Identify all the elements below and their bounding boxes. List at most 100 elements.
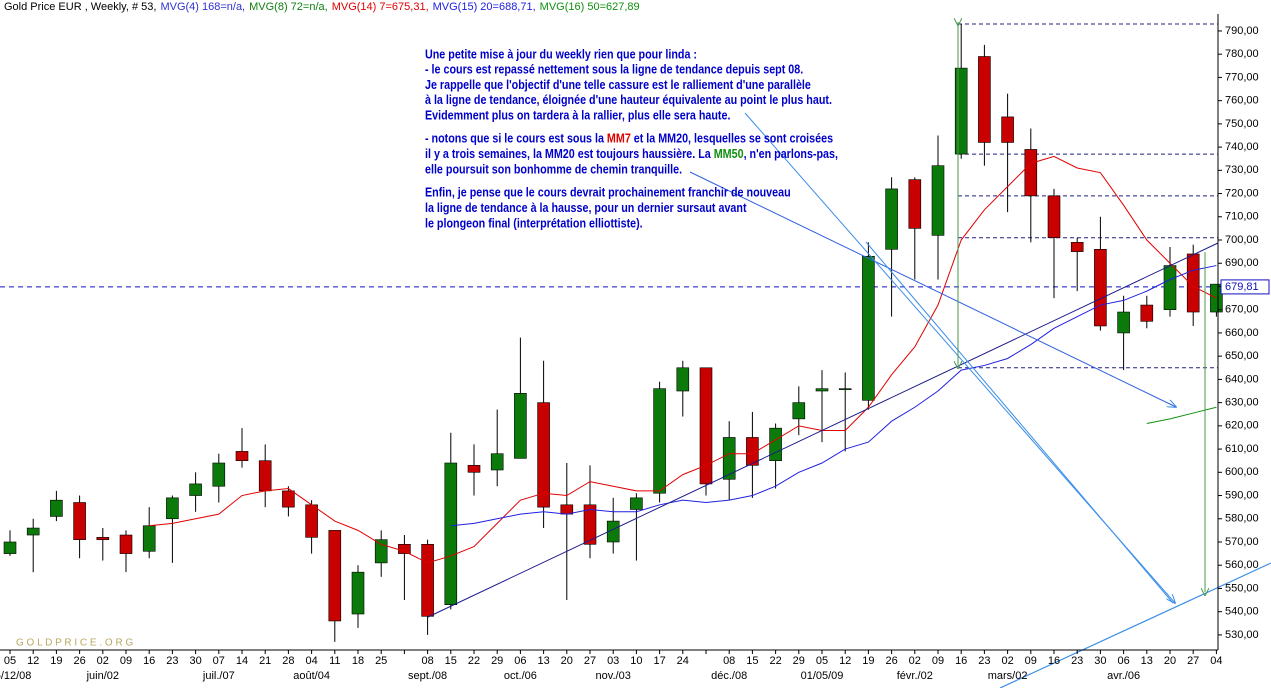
candle-body [722,437,736,480]
arrow-line [865,241,1174,604]
plot-area [0,23,1223,642]
y-tick-label: 570,00 [1225,536,1259,548]
candle-body [119,534,133,554]
x-tick-label: 16 [955,655,967,667]
candle-body [606,520,620,543]
candle-body [444,462,458,606]
x-tick-label: 23 [1071,655,1083,667]
moving-average [450,265,1217,527]
y-tick-label: 640,00 [1225,373,1259,385]
candle-body [212,462,226,487]
x-tick-label: 09 [120,655,132,667]
x-tick-label: 17 [653,655,665,667]
annotation-line: Enfin, je pense que le cours devrait pro… [425,186,791,200]
candle-body [1210,283,1223,313]
annotation-segment: , n'en parlons-pas, [744,147,838,161]
y-tick-label: 770,00 [1225,71,1259,83]
y-tick-label: 600,00 [1225,466,1259,478]
x-tick-label: 02 [909,655,921,667]
candle-body [1163,265,1177,311]
candle-body [282,490,295,508]
y-tick-label: 740,00 [1225,141,1259,153]
candle-body [421,544,434,617]
x-tick-label: 04 [1210,655,1222,667]
watermark: G O L D P R I C E . O R G [16,638,133,649]
x-tick-label: 07 [213,655,225,667]
candle-body [166,497,179,520]
trend-line [427,242,1219,618]
y-tick-label: 530,00 [1225,629,1259,641]
current-price-label: 679,81 [1225,281,1259,293]
x-tick-label: 13 [537,655,549,667]
x-tick-label: 24 [677,655,689,667]
y-tick-label: 780,00 [1225,48,1259,60]
x-tick-label: 19 [862,655,874,667]
y-tick-label: 610,00 [1225,443,1259,455]
x-tick-label: 06 [1117,655,1129,667]
candle-body [978,56,991,143]
candle-body [815,388,829,392]
candle-body [583,504,597,545]
annotation-line: Une petite mise à jour du weekly rien qu… [425,48,697,62]
candle-body [398,544,411,554]
x-tick-label: 26 [885,655,897,667]
x-tick-label: 02 [97,655,109,667]
y-tick-label: 540,00 [1225,606,1259,618]
candle-body [50,499,63,517]
legend-entry: MVG(15) 20=688,71, [433,1,536,13]
x-tick-label: 18 [352,655,364,667]
x-tick-label: 09 [1025,655,1037,667]
candle-body [769,427,782,461]
annotation-segment: MM50 [714,147,744,161]
candle-body [1094,249,1107,327]
month-label: déc./08 [711,670,747,682]
x-tick-label: 30 [1094,655,1106,667]
y-tick-label: 720,00 [1225,187,1259,199]
candle-body [235,451,249,461]
chart-header: Gold Price EUR , Weekly, # 53, MVG(4) 168… [4,1,640,13]
y-tick-label: 700,00 [1225,234,1259,246]
y-tick-label: 560,00 [1225,559,1259,571]
annotation-line: il y a trois semaines, la MM20 est toujo… [425,147,838,161]
annotation-segment: il y a trois semaines, la MM20 est toujo… [425,147,714,161]
annotation-line: - le cours est repassé nettement sous la… [425,63,803,77]
candle-body [699,367,713,485]
month-label: juin/02 [86,670,119,682]
arrow-line [689,171,1176,407]
month-label: 01/05/09 [801,670,844,682]
x-tick-label: 25 [375,655,387,667]
x-tick-label: 16 [1048,655,1060,667]
annotation-segment: - notons que si le cours est sous la [425,132,607,146]
y-tick-label: 790,00 [1225,25,1259,37]
candle-body [1117,311,1130,334]
x-tick-label: 12 [27,655,39,667]
x-tick-label: 05 [4,655,16,667]
month-label: oct./06 [504,670,537,682]
axes: 530,00 540,00 550,00 560,00 570,00 580,00 590,… [0,14,1270,682]
parallel-line [999,562,1271,688]
candle-body [560,504,574,515]
annotation-line: à la ligne de tendance, éloignée d'une h… [425,93,832,107]
x-tick-label: 28 [282,655,294,667]
candle-body [490,453,504,471]
header-title: Gold Price EUR , Weekly, # 53, [4,1,156,13]
annotation-line: Je rappelle que l'objectif d'une telle c… [425,78,811,92]
x-tick-label: 27 [1187,655,1199,667]
candle-body [630,497,643,510]
legend-entry: MVG(16) 50=627,89 [540,1,640,13]
candle-body [1140,304,1154,322]
x-tick-label: 09 [932,655,944,667]
x-tick-label: 23 [166,655,178,667]
y-tick-label: 580,00 [1225,513,1259,525]
annotation: Une petite mise à jour du weekly rien qu… [425,48,838,231]
x-tick-label: 20 [561,655,573,667]
current-price-box [1220,279,1270,295]
x-tick-label: 03 [607,655,619,667]
candle-body [954,67,968,155]
x-tick-label: 22 [468,655,480,667]
x-tick-label: 15 [746,655,758,667]
y-tick-label: 670,00 [1225,304,1259,316]
candle-body [142,525,156,552]
annotation-line: la ligne de tendance à la hausse, pour u… [425,201,747,215]
